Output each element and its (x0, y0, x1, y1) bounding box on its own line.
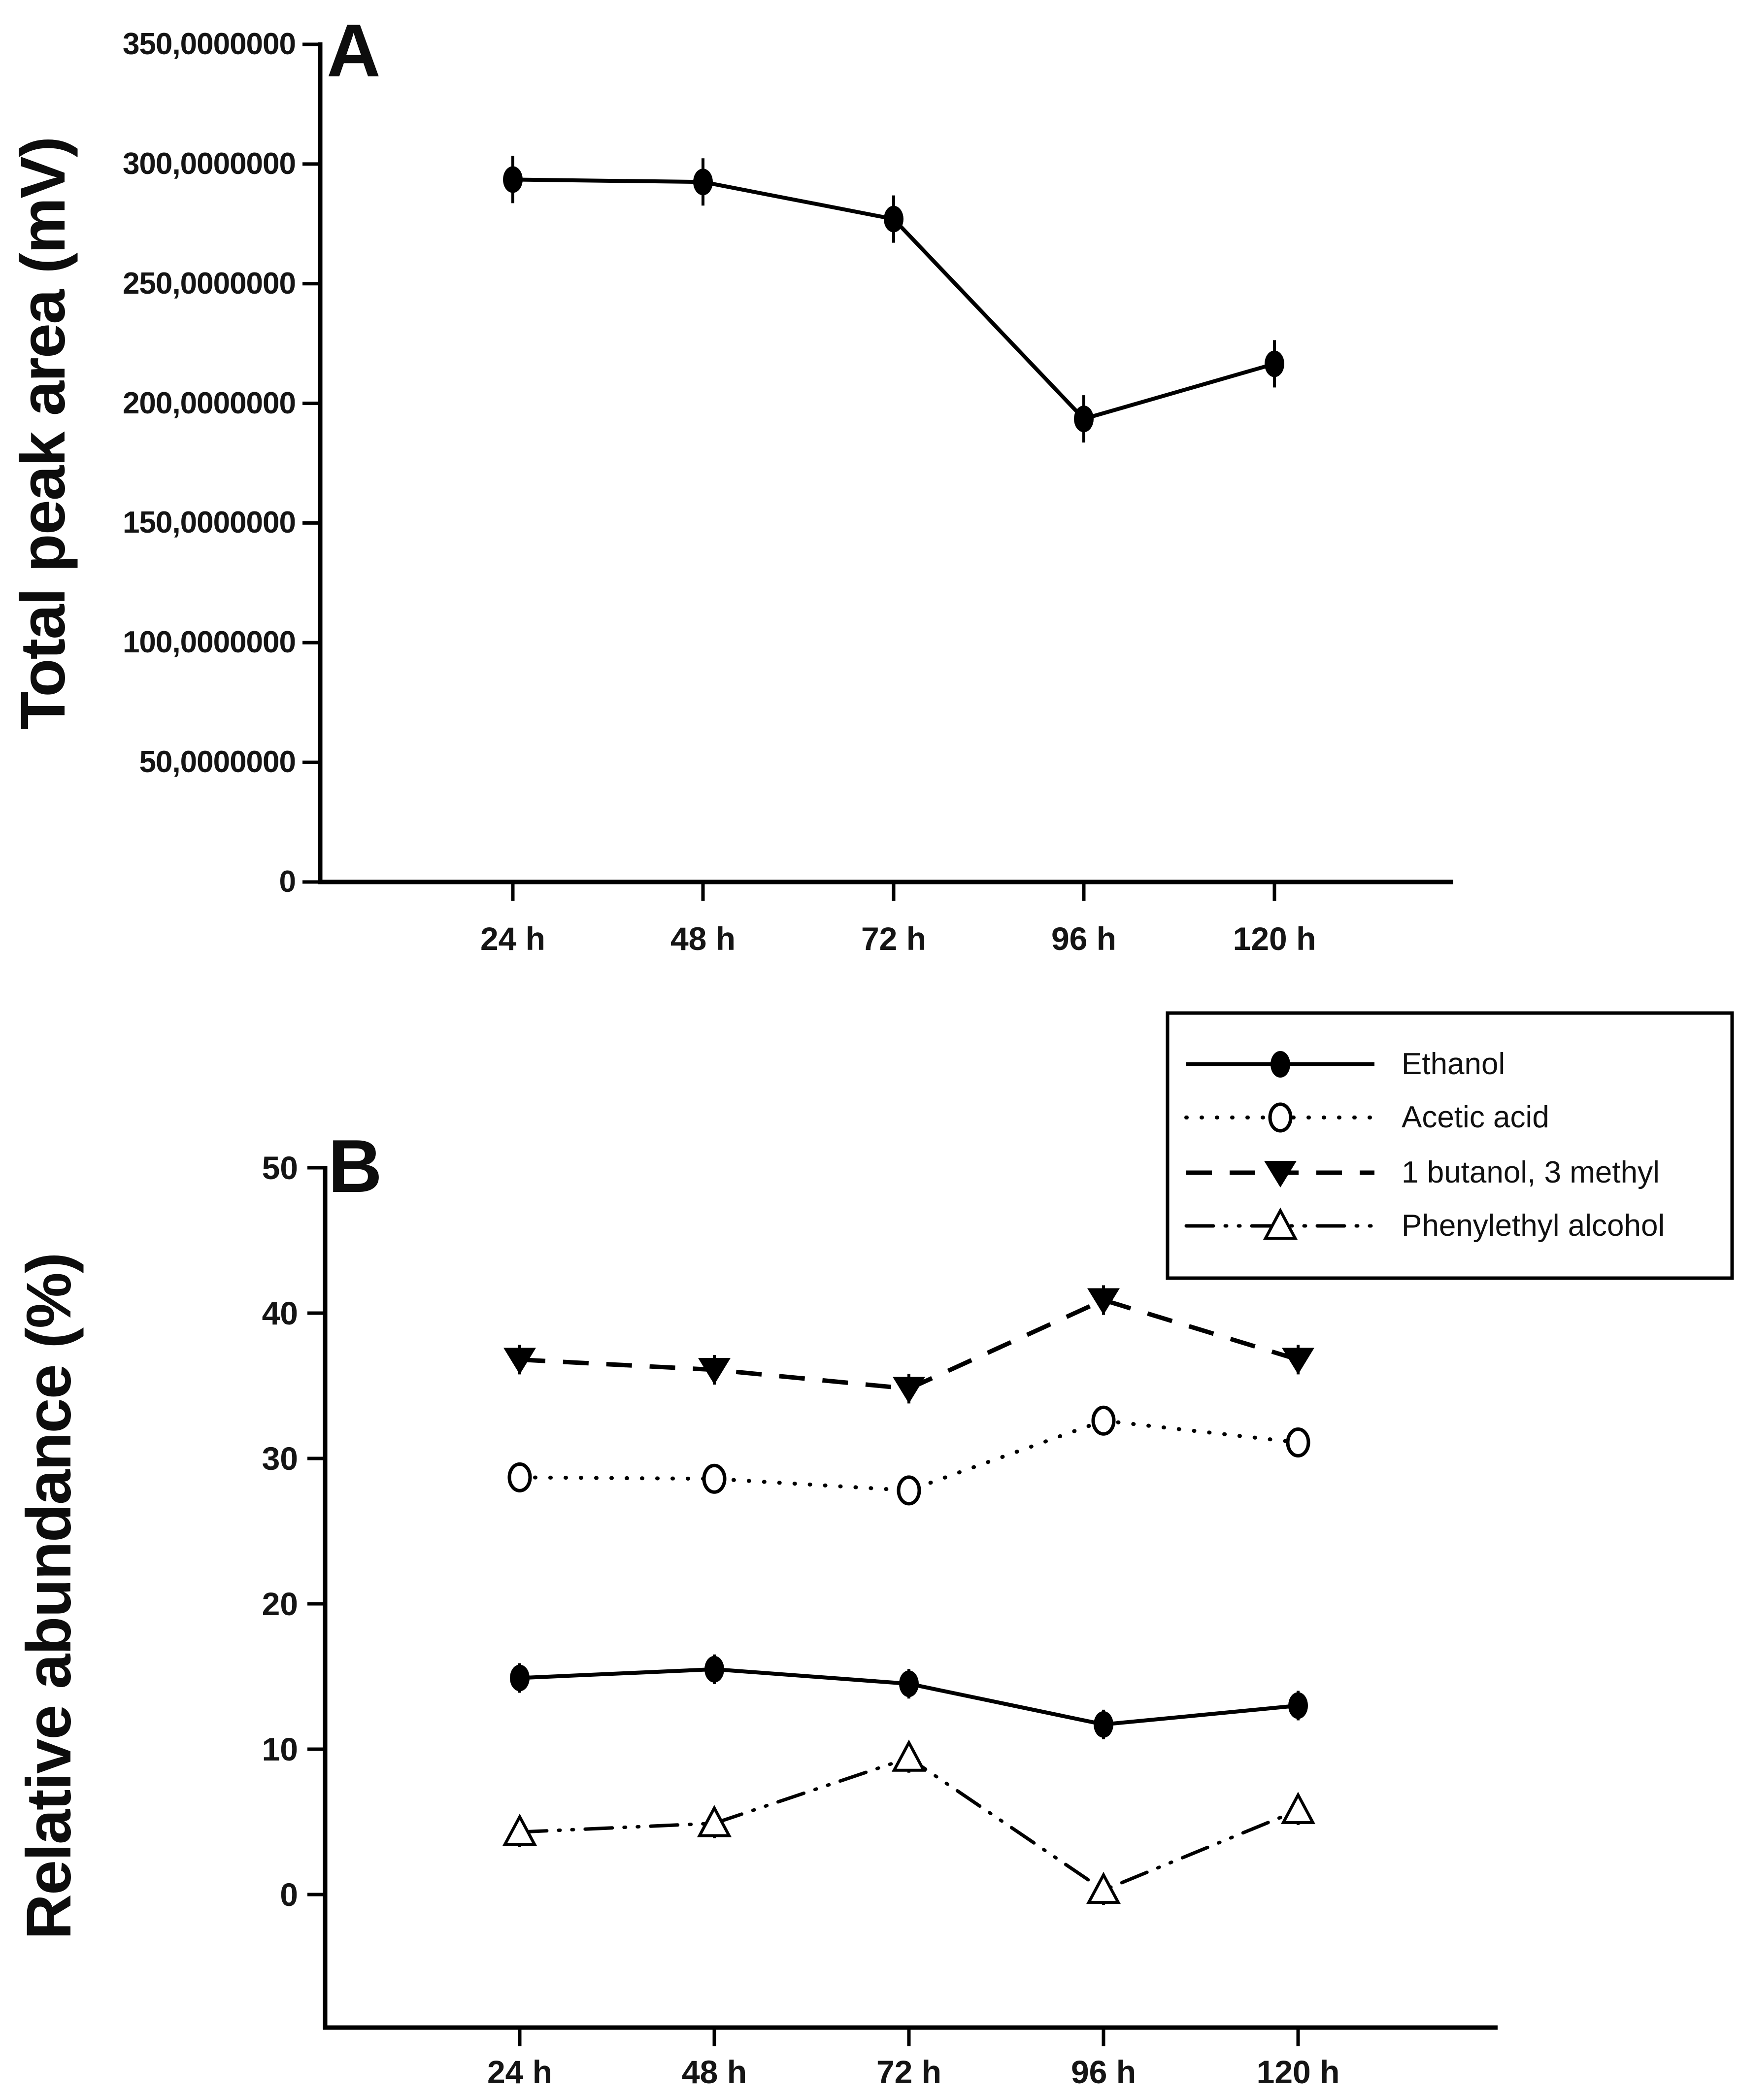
panel-a-label: A (327, 9, 381, 93)
data-point (1094, 1711, 1113, 1738)
x-tick-label: 48 h (670, 920, 736, 957)
x-tick-label: 96 h (1051, 920, 1117, 957)
y-axis-title-panel-a: Total peak area (mV) (8, 137, 78, 730)
data-point (899, 1670, 919, 1697)
data-point (1086, 1871, 1121, 1904)
data-point (891, 1739, 927, 1772)
legend-label: Acetic acid (1402, 1100, 1549, 1134)
y-axis-title-panel-b: Relative abundance (%) (14, 1253, 84, 1940)
legend-marker (1263, 1207, 1298, 1240)
x-tick-label: 48 h (681, 2054, 747, 2090)
y-tick-label: 200,0000000 (122, 386, 296, 420)
legend-marker (1271, 1051, 1290, 1078)
x-tick-label: 120 h (1256, 2054, 1340, 2090)
x-tick-label: 24 h (480, 920, 546, 957)
legend-label: 1 butanol, 3 methyl (1402, 1155, 1660, 1189)
x-tick-label: 72 h (876, 2054, 942, 2090)
data-point (503, 166, 523, 193)
x-tick-label: 96 h (1070, 2054, 1137, 2090)
y-tick-label: 50,0000000 (139, 745, 296, 779)
data-point (1074, 406, 1094, 433)
y-tick-label: 40 (262, 1295, 298, 1331)
legend-label: Ethanol (1402, 1047, 1505, 1081)
data-point (510, 1664, 530, 1692)
y-tick-label: 100,0000000 (122, 625, 296, 660)
data-point (502, 1813, 537, 1846)
x-tick-label: 120 h (1233, 920, 1316, 957)
legend-marker (1268, 1102, 1293, 1133)
data-point (702, 1463, 727, 1494)
data-point (503, 1348, 536, 1375)
data-point (1265, 350, 1284, 377)
x-tick-label: 24 h (487, 2054, 553, 2090)
data-point (893, 1377, 925, 1404)
data-point (1280, 1792, 1316, 1824)
data-point (698, 1358, 731, 1385)
data-point (704, 1656, 724, 1683)
y-tick-label: 0 (279, 864, 296, 899)
y-tick-label: 150,0000000 (122, 506, 296, 540)
panel-b-label: B (328, 1124, 382, 1208)
data-point (693, 169, 713, 196)
y-tick-label: 20 (262, 1586, 298, 1622)
data-point (1288, 1692, 1308, 1719)
series-line (518, 1756, 1300, 1893)
x-tick-label: 72 h (861, 920, 927, 957)
y-tick-label: 50 (262, 1150, 298, 1186)
y-tick-label: 300,0000000 (122, 146, 296, 181)
data-point (1286, 1427, 1310, 1458)
y-tick-label: 250,0000000 (122, 266, 296, 301)
y-tick-label: 0 (280, 1876, 298, 1913)
data-point (1091, 1405, 1116, 1436)
data-point (884, 205, 903, 233)
y-tick-label: 350,0000000 (122, 27, 296, 61)
legend-marker (1264, 1161, 1297, 1187)
data-point (1087, 1288, 1120, 1315)
y-tick-label: 30 (262, 1440, 298, 1477)
legend-label: Phenylethyl alcohol (1402, 1209, 1665, 1243)
data-point (507, 1462, 532, 1492)
data-point (897, 1475, 921, 1506)
legend-box (1166, 1011, 1734, 1280)
data-point (697, 1805, 732, 1837)
y-tick-label: 10 (262, 1731, 298, 1767)
data-point (1282, 1348, 1314, 1375)
